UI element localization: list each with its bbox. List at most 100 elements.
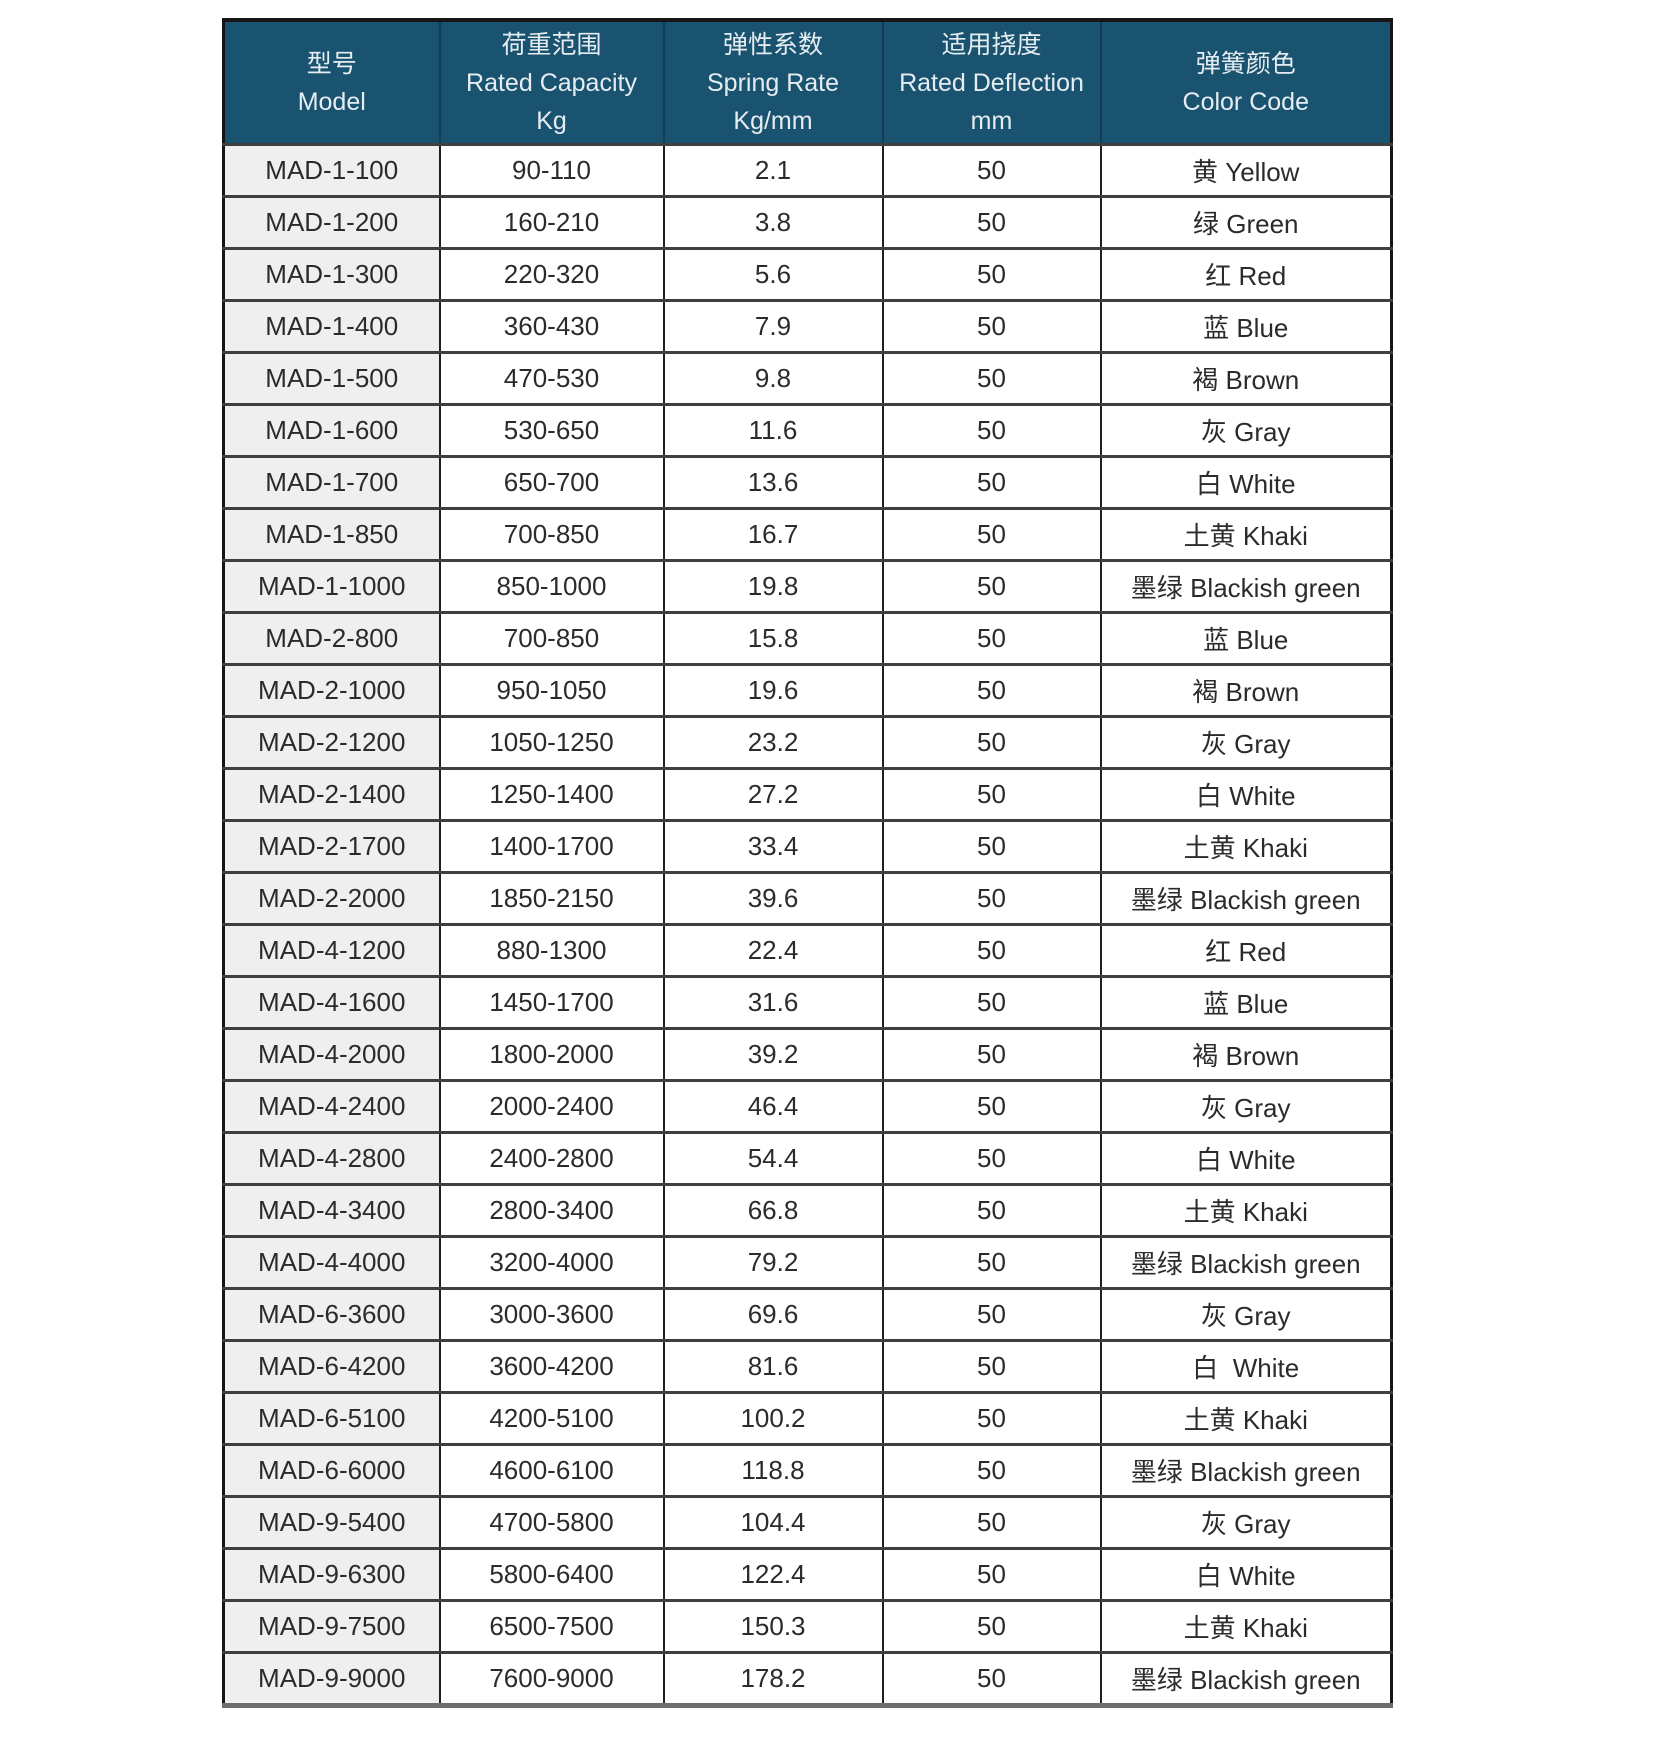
model-cell: MAD-6-6000 (222, 1443, 441, 1498)
model-cell: MAD-2-1200 (222, 715, 441, 770)
color-code-cell: 白 White (1099, 1131, 1393, 1186)
col-header-rated-deflection-unit: mm (970, 106, 1013, 135)
table-row: MAD-6-4200 3600-4200 81.6 50 白 White (222, 1339, 1393, 1394)
table-row: MAD-1-100 90-110 2.1 50 黄 Yellow (222, 143, 1393, 198)
capacity-cell: 2400-2800 (438, 1131, 665, 1186)
capacity-cell: 470-530 (438, 351, 665, 406)
table-row: MAD-9-7500 6500-7500 150.3 50 土黄 Khaki (222, 1599, 1393, 1654)
spring-rate-cell: 31.6 (662, 975, 884, 1030)
model-cell: MAD-1-500 (222, 351, 441, 406)
deflection-cell: 50 (881, 923, 1102, 978)
color-code-cell: 褐 Brown (1099, 351, 1393, 406)
deflection-cell: 50 (881, 195, 1102, 250)
spec-table-header: 型号 Model 荷重范围 Rated Capacity Kg 弹性系数 Spr… (222, 19, 1393, 146)
deflection-cell: 50 (881, 767, 1102, 822)
color-code-cell: 土黄 Khaki (1099, 507, 1393, 562)
capacity-cell: 1050-1250 (438, 715, 665, 770)
spring-rate-cell: 23.2 (662, 715, 884, 770)
table-row: MAD-1-300 220-320 5.6 50 红 Red (222, 247, 1393, 302)
deflection-cell: 50 (881, 1287, 1102, 1342)
deflection-cell: 50 (881, 1599, 1102, 1654)
col-header-rated-capacity: 荷重范围 Rated Capacity Kg (438, 19, 665, 146)
capacity-cell: 2000-2400 (438, 1079, 665, 1134)
color-code-cell: 灰 Gray (1099, 1079, 1393, 1134)
spring-rate-cell: 39.2 (662, 1027, 884, 1082)
spring-rate-cell: 46.4 (662, 1079, 884, 1134)
spring-rate-cell: 39.6 (662, 871, 884, 926)
col-header-model: 型号 Model (222, 19, 441, 146)
capacity-cell: 1850-2150 (438, 871, 665, 926)
model-cell: MAD-9-9000 (222, 1651, 441, 1707)
table-row: MAD-6-3600 3000-3600 69.6 50 灰 Gray (222, 1287, 1393, 1342)
spring-rate-cell: 19.8 (662, 559, 884, 614)
deflection-cell: 50 (881, 1443, 1102, 1498)
deflection-cell: 50 (881, 611, 1102, 666)
capacity-cell: 3000-3600 (438, 1287, 665, 1342)
deflection-cell: 50 (881, 1339, 1102, 1394)
color-code-cell: 土黄 Khaki (1099, 1183, 1393, 1238)
model-cell: MAD-1-400 (222, 299, 441, 354)
color-code-cell: 灰 Gray (1099, 1287, 1393, 1342)
table-row: MAD-4-4000 3200-4000 79.2 50 墨绿 Blackish gre… (222, 1235, 1393, 1290)
table-row: MAD-4-1600 1450-1700 31.6 50 蓝 Blue (222, 975, 1393, 1030)
spring-rate-cell: 3.8 (662, 195, 884, 250)
spring-rate-cell: 27.2 (662, 767, 884, 822)
spring-rate-cell: 66.8 (662, 1183, 884, 1238)
table-row: MAD-9-9000 7600-9000 178.2 50 墨绿 Blackish gr… (222, 1651, 1393, 1707)
model-cell: MAD-1-200 (222, 195, 441, 250)
capacity-cell: 880-1300 (438, 923, 665, 978)
capacity-cell: 1800-2000 (438, 1027, 665, 1082)
capacity-cell: 6500-7500 (438, 1599, 665, 1654)
spring-rate-cell: 19.6 (662, 663, 884, 718)
table-row: MAD-2-1400 1250-1400 27.2 50 白 White (222, 767, 1393, 822)
table-row: MAD-2-2000 1850-2150 39.6 50 墨绿 Blackish gre… (222, 871, 1393, 926)
capacity-cell: 7600-9000 (438, 1651, 665, 1707)
col-header-color-code: 弹簧颜色 Color Code (1099, 19, 1393, 146)
deflection-cell: 50 (881, 455, 1102, 510)
model-cell: MAD-2-2000 (222, 871, 441, 926)
color-code-cell: 灰 Gray (1099, 715, 1393, 770)
table-row: MAD-4-1200 880-1300 22.4 50 红 Red (222, 923, 1393, 978)
color-code-cell: 墨绿 Blackish green (1099, 1235, 1393, 1290)
color-code-cell: 土黄 Khaki (1099, 1391, 1393, 1446)
color-code-cell: 白 White (1099, 1547, 1393, 1602)
capacity-cell: 1250-1400 (438, 767, 665, 822)
table-row: MAD-4-3400 2800-3400 66.8 50 土黄 Khaki (222, 1183, 1393, 1238)
spring-rate-cell: 100.2 (662, 1391, 884, 1446)
table-row: MAD-1-200 160-210 3.8 50 绿 Green (222, 195, 1393, 250)
col-header-color-code-zh: 弹簧颜色 (1195, 49, 1296, 78)
deflection-cell: 50 (881, 299, 1102, 354)
deflection-cell: 50 (881, 559, 1102, 614)
col-header-rated-deflection-zh: 适用挠度 (941, 30, 1042, 59)
table-row: MAD-4-2800 2400-2800 54.4 50 白 White (222, 1131, 1393, 1186)
capacity-cell: 5800-6400 (438, 1547, 665, 1602)
col-header-rated-capacity-en: Rated Capacity (466, 68, 637, 97)
color-code-cell: 白 White (1099, 455, 1393, 510)
table-row: MAD-1-850 700-850 16.7 50 土黄 Khaki (222, 507, 1393, 562)
spring-rate-cell: 69.6 (662, 1287, 884, 1342)
color-code-cell: 褐 Brown (1099, 663, 1393, 718)
spring-rate-cell: 7.9 (662, 299, 884, 354)
deflection-cell: 50 (881, 1651, 1102, 1707)
color-code-cell: 土黄 Khaki (1099, 819, 1393, 874)
capacity-cell: 650-700 (438, 455, 665, 510)
capacity-cell: 90-110 (438, 143, 665, 198)
color-code-cell: 白 White (1099, 767, 1393, 822)
capacity-cell: 4700-5800 (438, 1495, 665, 1550)
model-cell: MAD-9-6300 (222, 1547, 441, 1602)
table-row: MAD-2-1200 1050-1250 23.2 50 灰 Gray (222, 715, 1393, 770)
spring-rate-cell: 11.6 (662, 403, 884, 458)
table-row: MAD-4-2000 1800-2000 39.2 50 褐 Brown (222, 1027, 1393, 1082)
model-cell: MAD-6-3600 (222, 1287, 441, 1342)
model-cell: MAD-4-1600 (222, 975, 441, 1030)
spring-rate-cell: 54.4 (662, 1131, 884, 1186)
model-cell: MAD-1-100 (222, 143, 441, 198)
table-row: MAD-1-700 650-700 13.6 50 白 White (222, 455, 1393, 510)
color-code-cell: 土黄 Khaki (1099, 1599, 1393, 1654)
table-row: MAD-1-1000 850-1000 19.8 50 墨绿 Blackish gree… (222, 559, 1393, 614)
deflection-cell: 50 (881, 975, 1102, 1030)
model-cell: MAD-4-2400 (222, 1079, 441, 1134)
model-cell: MAD-2-1000 (222, 663, 441, 718)
capacity-cell: 530-650 (438, 403, 665, 458)
color-code-cell: 墨绿 Blackish green (1099, 1651, 1393, 1707)
